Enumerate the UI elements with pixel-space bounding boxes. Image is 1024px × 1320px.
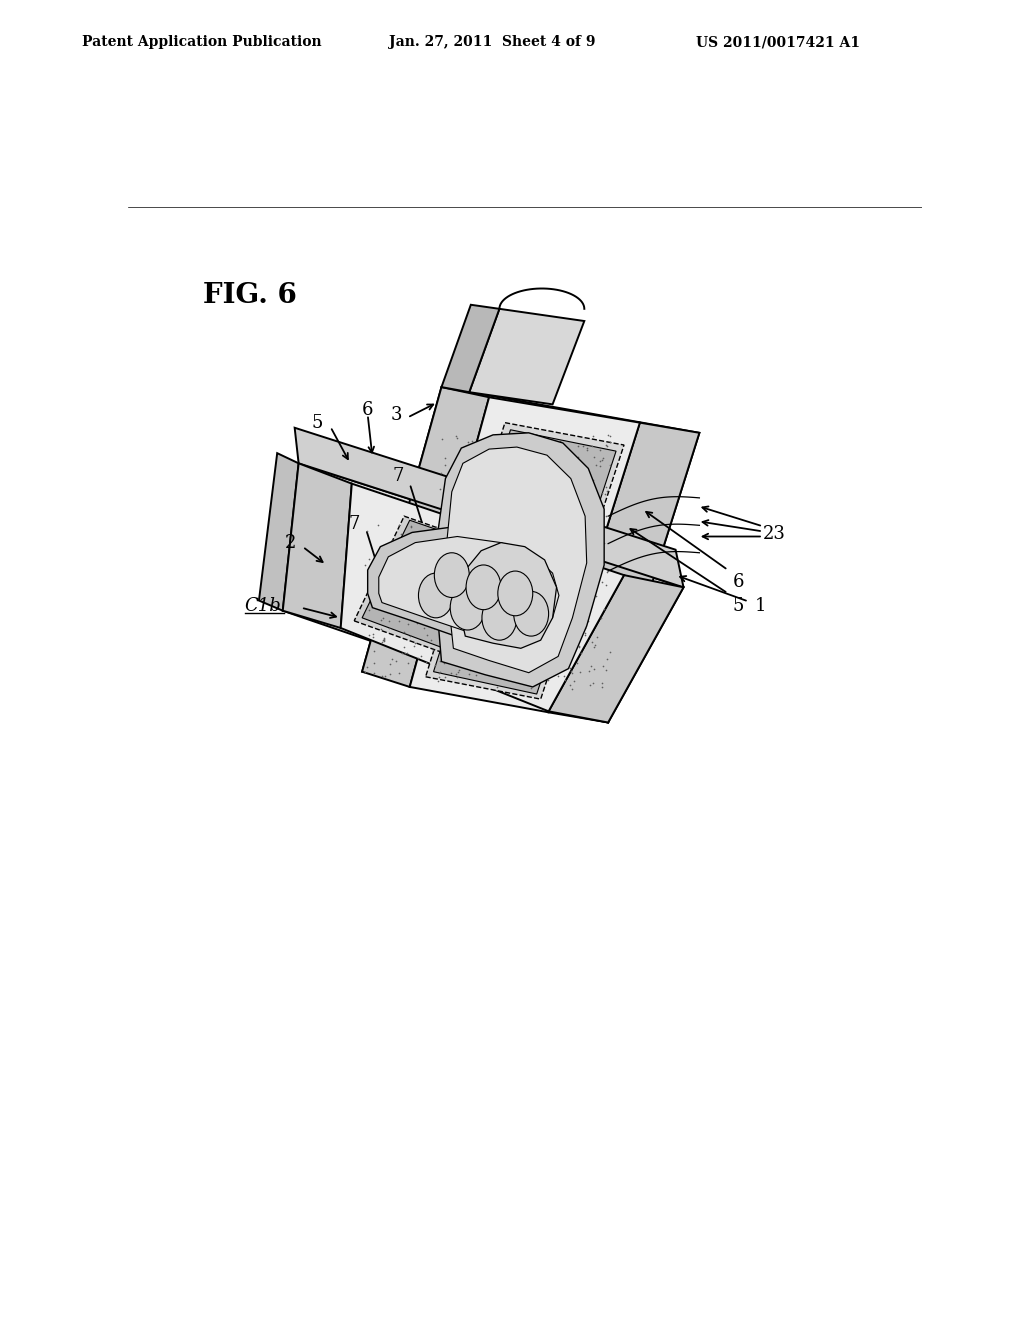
- Polygon shape: [426, 422, 624, 700]
- Text: Jan. 27, 2011  Sheet 4 of 9: Jan. 27, 2011 Sheet 4 of 9: [389, 36, 596, 49]
- Polygon shape: [441, 305, 500, 392]
- Text: 7: 7: [393, 466, 404, 484]
- Text: 23: 23: [581, 510, 603, 527]
- Text: 1: 1: [755, 597, 766, 615]
- Text: FIG. 6: FIG. 6: [204, 282, 297, 309]
- Text: C1b: C1b: [245, 597, 282, 615]
- Polygon shape: [283, 463, 684, 722]
- Text: 2: 2: [285, 533, 296, 552]
- Polygon shape: [341, 483, 624, 711]
- Polygon shape: [549, 576, 684, 722]
- Circle shape: [498, 572, 532, 615]
- Text: 23: 23: [763, 525, 785, 544]
- Text: US 2011/0017421 A1: US 2011/0017421 A1: [696, 36, 860, 49]
- Polygon shape: [460, 543, 557, 648]
- Polygon shape: [368, 527, 574, 651]
- Polygon shape: [295, 428, 684, 587]
- Polygon shape: [283, 463, 352, 628]
- Polygon shape: [433, 430, 616, 694]
- Polygon shape: [362, 520, 590, 680]
- Circle shape: [514, 591, 549, 636]
- Polygon shape: [259, 453, 299, 611]
- Circle shape: [434, 553, 469, 598]
- Polygon shape: [469, 309, 585, 404]
- Polygon shape: [436, 433, 604, 686]
- Text: 7: 7: [348, 515, 359, 533]
- Polygon shape: [447, 447, 587, 673]
- Circle shape: [482, 595, 517, 640]
- Text: 3: 3: [390, 405, 401, 424]
- Circle shape: [466, 565, 501, 610]
- Text: Patent Application Publication: Patent Application Publication: [82, 36, 322, 49]
- Circle shape: [419, 573, 454, 618]
- Polygon shape: [379, 536, 559, 643]
- Text: 5: 5: [311, 413, 323, 432]
- Text: 6: 6: [362, 401, 374, 420]
- Text: 5: 5: [733, 598, 744, 615]
- Polygon shape: [362, 387, 489, 686]
- Polygon shape: [354, 516, 596, 685]
- Polygon shape: [549, 422, 699, 722]
- Text: 6: 6: [733, 573, 744, 591]
- Polygon shape: [410, 397, 640, 713]
- Circle shape: [451, 585, 485, 630]
- Polygon shape: [362, 387, 699, 722]
